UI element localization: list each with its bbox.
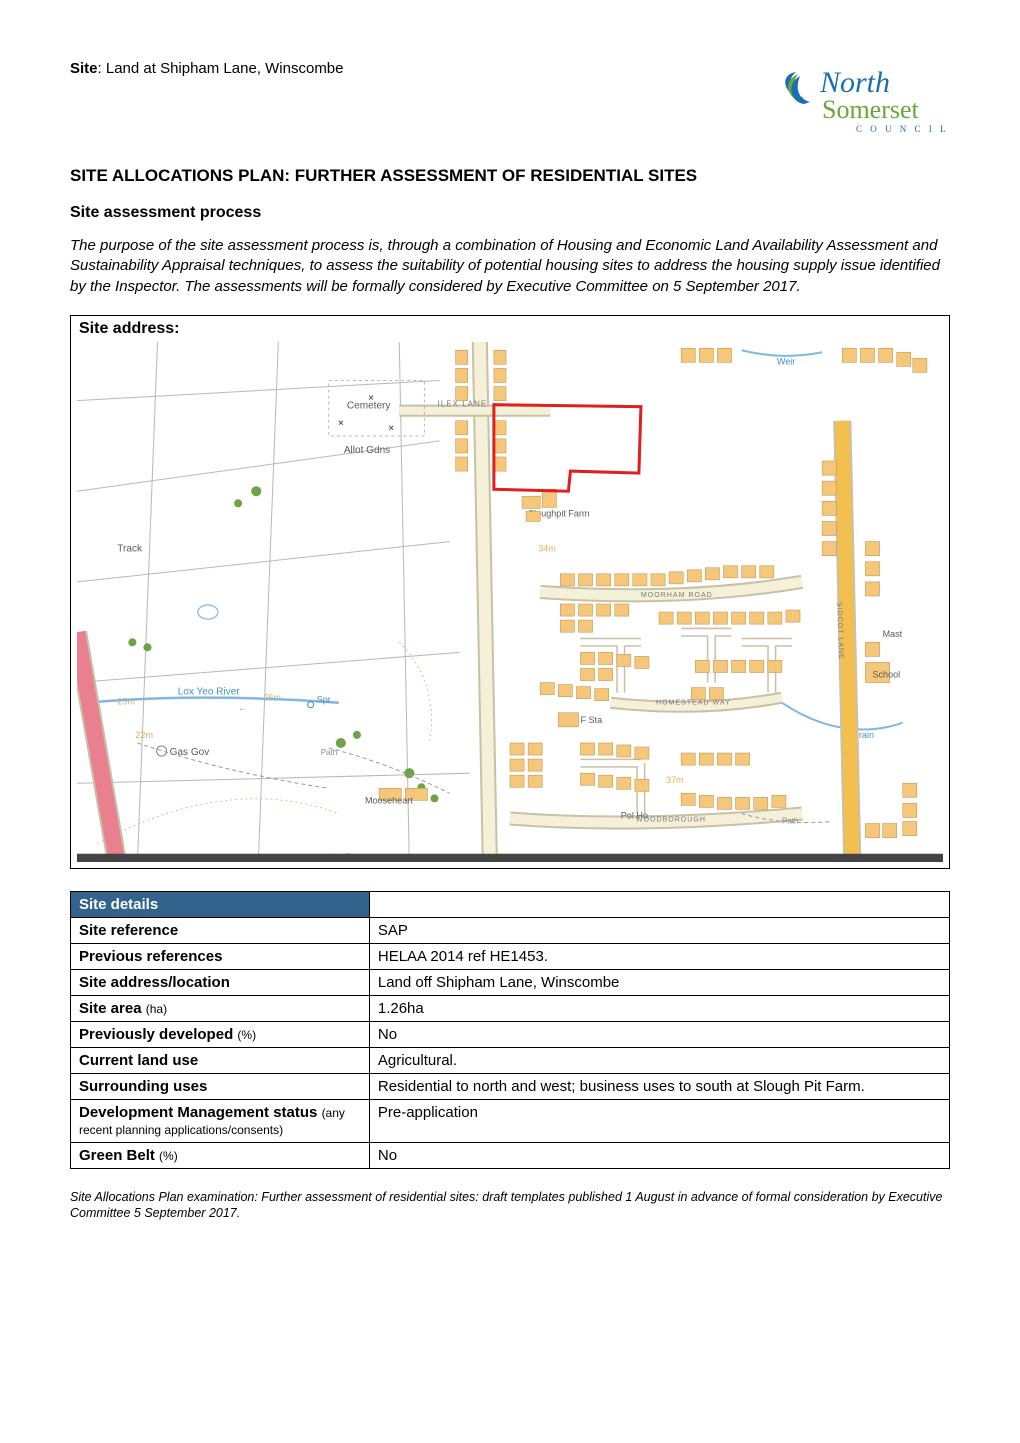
site-prefix: Site — [70, 60, 98, 77]
contour-34m: 34m — [538, 543, 556, 553]
row-label-0: Site reference — [71, 917, 370, 943]
page-title: SITE ALLOCATIONS PLAN: FURTHER ASSESSMEN… — [70, 166, 950, 186]
gasgov-label: Gas Gov — [170, 747, 210, 758]
logo-tagline: C O U N C I L — [856, 124, 949, 134]
row-label-2: Site address/location — [71, 969, 370, 995]
moorham-label: MOORHAM ROAD — [641, 592, 713, 599]
homestead-label: HOMESTEAD WAY — [656, 699, 731, 706]
site-header-label: Site: Land at Shipham Lane, Winscombe — [70, 60, 344, 77]
school-label: School — [873, 669, 901, 679]
details-header-empty — [369, 891, 949, 917]
row-label-7: Development Management status (any recen… — [71, 1099, 370, 1142]
row-value-3: 1.26ha — [369, 995, 949, 1021]
track-label: Track — [117, 543, 143, 554]
map-canvas: 22m 26m 25m 34m 37m Lox Yeo River ← Drai… — [77, 342, 943, 862]
row-value-7: Pre-application — [369, 1099, 949, 1142]
row-label-6: Surrounding uses — [71, 1073, 370, 1099]
path-label-1: Path — [321, 748, 338, 757]
row-label-5: Current land use — [71, 1047, 370, 1073]
row-value-2: Land off Shipham Lane, Winscombe — [369, 969, 949, 995]
details-header: Site details — [71, 891, 370, 917]
fsta-label: F Sta — [580, 715, 603, 725]
ilex-lane-label: ILEX LANE — [437, 399, 487, 408]
map-caption: Site address: — [79, 320, 943, 338]
contour-25m: 25m — [117, 696, 135, 706]
intro-paragraph: The purpose of the site assessment proce… — [70, 236, 950, 297]
map-container: Site address: — [70, 315, 950, 869]
weir-label: Weir — [777, 356, 795, 366]
logo-sub-text: Somerset — [822, 95, 920, 124]
river-label: Lox Yeo River — [178, 686, 241, 697]
row-value-6: Residential to north and west; business … — [369, 1073, 949, 1099]
row-label-4: Previously developed (%) — [71, 1021, 370, 1047]
row-value-8: No — [369, 1142, 949, 1168]
polho-label: Pol Ho — [621, 810, 648, 820]
site-details-table: Site details Site reference SAP Previous… — [70, 891, 950, 1169]
spr-label: Spr — [317, 694, 331, 704]
mooseheart-label: Mooseheart — [365, 795, 413, 805]
svg-text:←: ← — [238, 704, 246, 713]
allot-label: Allot Gdns — [344, 445, 390, 456]
row-value-0: SAP — [369, 917, 949, 943]
cemetery-label: Cemetery — [347, 400, 391, 411]
row-label-8: Green Belt (%) — [71, 1142, 370, 1168]
header-row: Site: Land at Shipham Lane, Winscombe No… — [70, 60, 950, 138]
row-label-1: Previous references — [71, 943, 370, 969]
row-value-1: HELAA 2014 ref HE1453. — [369, 943, 949, 969]
page: Site: Land at Shipham Lane, Winscombe No… — [0, 0, 1020, 1261]
mast-label: Mast — [883, 629, 903, 639]
council-logo: North Somerset C O U N C I L — [770, 60, 950, 138]
site-value: : Land at Shipham Lane, Winscombe — [98, 60, 344, 77]
row-value-5: Agricultural. — [369, 1047, 949, 1073]
section-subtitle: Site assessment process — [70, 204, 950, 222]
contour-37m: 37m — [666, 775, 684, 785]
row-label-3: Site area (ha) — [71, 995, 370, 1021]
row-value-4: No — [369, 1021, 949, 1047]
contour-22m: 22m — [135, 730, 153, 740]
page-footer: Site Allocations Plan examination: Furth… — [70, 1189, 950, 1222]
